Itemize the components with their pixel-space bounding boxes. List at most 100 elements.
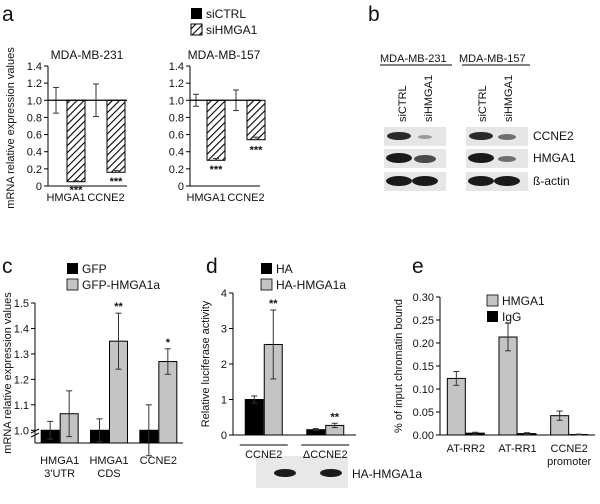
chart-e-4: 0.00 0.05 0.10 0.15 0.20 0.25 0.30 % of input c… bbox=[393, 292, 595, 468]
category-label: AT-RR2 bbox=[447, 443, 485, 455]
y-tick-label: 1.0 bbox=[169, 95, 184, 107]
lane-label-1: siCTRL bbox=[397, 85, 409, 122]
legend-panel-e: HMGA1 IgG bbox=[486, 294, 545, 324]
y-tick-label: 1.4 bbox=[169, 61, 184, 73]
significance-label: ** bbox=[269, 298, 278, 310]
chart-title: MDA-MB-157 bbox=[188, 48, 261, 62]
significance-label: ** bbox=[114, 301, 123, 313]
category-label: CCNE2 bbox=[87, 192, 124, 204]
panel-d-blot: HA-HMGA1a bbox=[256, 456, 422, 488]
y-tick-label: 1.2 bbox=[169, 78, 184, 90]
category-label: HMGA1 bbox=[89, 455, 128, 467]
bar-siHMGA1-1 bbox=[106, 99, 126, 173]
legend-label-ha: HA bbox=[276, 262, 293, 276]
y-tick-label: 1.1 bbox=[14, 400, 29, 412]
y-tick-label: 1.3 bbox=[14, 349, 29, 361]
protein-label-beta-actin: ß-actin bbox=[533, 174, 570, 188]
lane-label-4: siHMGA1 bbox=[503, 75, 515, 122]
legend-label-gfp-hmga1a: GFP-HMGA1a bbox=[82, 278, 160, 292]
protein-label-hmga1: HMGA1 bbox=[533, 151, 576, 165]
bar-HA-0 bbox=[244, 399, 264, 436]
y-tick-label: 1 bbox=[221, 395, 227, 407]
legend-label-ha-hmga1a: HA-HMGA1a bbox=[276, 278, 346, 292]
y-tick-label: 1.0 bbox=[27, 95, 42, 107]
bar-HMGA1-0 bbox=[446, 377, 466, 436]
y-tick-label: 0.4 bbox=[27, 147, 42, 159]
y-tick-label: 0.20 bbox=[413, 338, 434, 350]
y-tick-label: 0.4 bbox=[169, 147, 184, 159]
y-tick-label: 0.2 bbox=[169, 164, 184, 176]
y-tick-label: 0.05 bbox=[413, 407, 434, 419]
chart-d-3: 0 1 2 3 4 Relative luciferase activity ** CCNE2… bbox=[200, 288, 356, 461]
y-tick-label: 1.4 bbox=[14, 323, 29, 335]
cell-line-label-231: MDA-MB-231 bbox=[380, 53, 447, 65]
category-label: CCNE2 bbox=[140, 455, 177, 467]
legend-label-siCTRL: siCTRL bbox=[206, 7, 246, 21]
category-label: ΔCCNE2 bbox=[303, 449, 348, 461]
y-tick-label: 0 bbox=[36, 181, 42, 193]
legend-panel-a: siCTRL siHMGA1 bbox=[190, 7, 258, 37]
category-label: CDS bbox=[97, 468, 120, 480]
blot-label-ha-hmga1a: HA-HMGA1a bbox=[352, 467, 422, 481]
y-tick-label: 0 bbox=[221, 430, 227, 442]
y-tick-label: 4 bbox=[221, 288, 227, 300]
panel-letter-d: d bbox=[206, 255, 218, 278]
y-axis-label: mRNA relative expression values bbox=[2, 292, 14, 454]
y-tick-label: 1.2 bbox=[14, 374, 29, 386]
protein-label-ccne2: CCNE2 bbox=[533, 129, 574, 143]
category-label: AT-RR1 bbox=[498, 443, 536, 455]
category-label: CCNE2 bbox=[227, 192, 264, 204]
legend-swatch-siHMGA1 bbox=[190, 23, 203, 36]
y-tick-label: 1.4 bbox=[27, 61, 42, 73]
significance-label: *** bbox=[110, 176, 124, 188]
panel-letter-e: e bbox=[412, 255, 424, 278]
significance-label: *** bbox=[70, 185, 84, 197]
y-tick-label: 3 bbox=[221, 324, 227, 336]
y-tick-label: 0.25 bbox=[413, 315, 434, 327]
bar-siHMGA1-0 bbox=[206, 99, 226, 161]
legend-label-hmga1: HMGA1 bbox=[502, 294, 545, 308]
axis-break bbox=[30, 432, 40, 438]
legend-swatch-siCTRL bbox=[191, 8, 202, 19]
category-label: promoter bbox=[547, 456, 591, 468]
legend-label-siHMGA1: siHMGA1 bbox=[206, 23, 258, 37]
y-tick-label: 0.6 bbox=[27, 130, 42, 142]
y-tick-label: 0.15 bbox=[413, 361, 434, 373]
panel-letter-a: a bbox=[2, 3, 14, 26]
y-tick-label: 0.2 bbox=[27, 164, 42, 176]
chart-a-0: 00.20.40.60.81.01.21.4MDA-MB-231***HMGA1… bbox=[27, 48, 127, 204]
category-label: HMGA1 bbox=[40, 455, 79, 467]
legend-label-igg: IgG bbox=[502, 310, 521, 324]
y-tick-label: 1.0 bbox=[14, 425, 29, 437]
category-label: CCNE2 bbox=[245, 449, 282, 461]
bar-siHMGA1-0 bbox=[66, 99, 86, 183]
y-tick-label: 1.2 bbox=[27, 78, 42, 90]
y-tick-label: 0.10 bbox=[413, 384, 434, 396]
significance-label: * bbox=[166, 337, 171, 349]
category-label: 3'UTR bbox=[44, 468, 75, 480]
y-tick-label: 0 bbox=[178, 181, 184, 193]
significance-label: ** bbox=[330, 411, 339, 423]
legend-panel-d: HA HA-HMGA1a bbox=[260, 262, 346, 292]
panel-letter-c: c bbox=[2, 255, 13, 278]
category-label: HMGA1 bbox=[186, 192, 225, 204]
legend-label-gfp: GFP bbox=[82, 262, 107, 276]
significance-label: *** bbox=[250, 144, 264, 156]
axis-break bbox=[30, 428, 40, 434]
y-tick-label: 0.8 bbox=[27, 112, 42, 124]
bar-HMGA1-1 bbox=[498, 336, 518, 436]
lane-label-3: siCTRL bbox=[477, 85, 489, 122]
bar-siHMGA1-1 bbox=[246, 99, 266, 141]
category-label: HMGA1 bbox=[46, 192, 85, 204]
panel-a-ylabel: mRNA relative expression values bbox=[5, 47, 17, 209]
charts-layer: 00.20.40.60.81.01.21.4MDA-MB-231***HMGA1… bbox=[2, 48, 595, 480]
y-tick-label: 0.30 bbox=[413, 292, 434, 304]
chart-title: MDA-MB-231 bbox=[51, 48, 124, 62]
y-axis-label: % of input chromatin bound bbox=[393, 299, 405, 433]
y-tick-label: 1.5 bbox=[14, 298, 29, 310]
panel-b-blot: MDA-MB-231 MDA-MB-157 siCTRL siHMGA1 siC… bbox=[380, 53, 576, 191]
y-tick-label: 0.8 bbox=[169, 112, 184, 124]
cell-line-label-157: MDA-MB-157 bbox=[459, 53, 526, 65]
